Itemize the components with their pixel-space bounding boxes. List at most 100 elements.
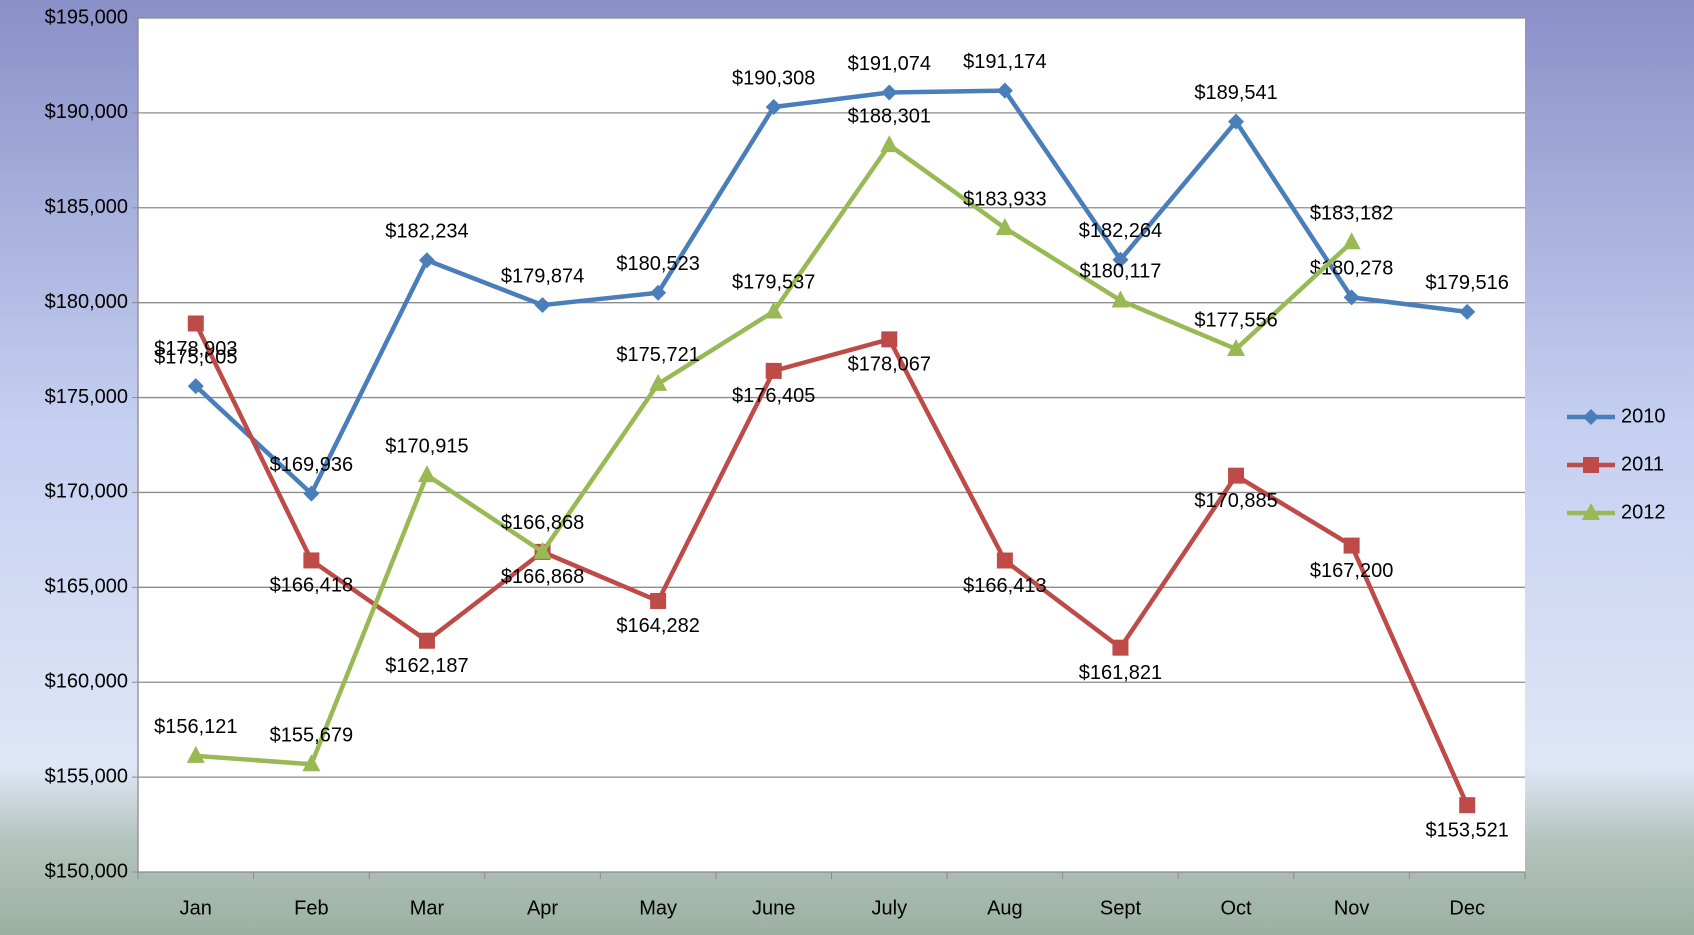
marker	[880, 135, 899, 153]
data-label: $161,821	[1079, 662, 1162, 684]
data-label: $166,868	[501, 512, 584, 534]
y-tick-label: $175,000	[45, 386, 128, 408]
data-label: $162,187	[385, 655, 468, 677]
marker	[765, 362, 782, 379]
marker	[302, 754, 321, 772]
y-tick-label: $195,000	[45, 6, 128, 28]
marker	[650, 592, 667, 609]
x-tick-label: Aug	[987, 897, 1023, 919]
x-tick-label: Feb	[294, 897, 328, 919]
marker	[1459, 303, 1476, 320]
data-label: $191,074	[848, 53, 931, 75]
data-label: $169,936	[270, 454, 353, 476]
data-label: $183,933	[963, 188, 1046, 210]
marker	[1583, 409, 1599, 425]
data-label: $178,903	[154, 338, 237, 360]
legend-label: 2011	[1621, 453, 1664, 475]
marker	[996, 82, 1013, 99]
x-tick-label: Jan	[180, 897, 212, 919]
x-tick-label: Dec	[1449, 897, 1485, 919]
x-tick-label: June	[752, 897, 795, 919]
y-tick-label: $190,000	[45, 101, 128, 123]
data-label: $178,067	[848, 354, 931, 376]
marker	[881, 84, 898, 101]
marker	[881, 331, 898, 348]
data-label: $179,537	[732, 272, 815, 294]
marker	[1112, 639, 1129, 656]
marker	[1228, 467, 1245, 484]
data-label: $179,516	[1425, 272, 1508, 294]
series-line	[194, 88, 1468, 496]
marker	[418, 252, 435, 269]
data-label: $170,885	[1194, 490, 1277, 512]
data-label: $164,282	[616, 615, 699, 637]
legend-label: 2012	[1621, 501, 1666, 523]
series-line	[193, 322, 1470, 807]
plot-area	[138, 18, 1525, 872]
data-label: $170,915	[385, 435, 468, 457]
marker	[417, 465, 436, 483]
y-tick-label: $185,000	[45, 196, 128, 218]
marker	[1582, 503, 1600, 520]
legend-label: 2010	[1621, 405, 1666, 427]
y-tick-label: $180,000	[45, 291, 128, 313]
data-label: $177,556	[1194, 309, 1277, 331]
x-tick-label: July	[872, 897, 908, 919]
data-label: $175,721	[616, 344, 699, 366]
marker	[1343, 289, 1360, 306]
x-tick-label: May	[639, 897, 677, 919]
data-label: $166,868	[501, 566, 584, 588]
data-label: $167,200	[1310, 560, 1393, 582]
data-label: $166,418	[270, 575, 353, 597]
data-label: $188,301	[848, 105, 931, 127]
x-tick-label: Sept	[1100, 897, 1142, 919]
marker	[649, 373, 668, 391]
data-label: $153,521	[1425, 819, 1508, 841]
marker	[1343, 537, 1360, 554]
x-tick-label: Mar	[410, 897, 445, 919]
marker	[303, 485, 320, 502]
y-tick-label: $165,000	[45, 576, 128, 598]
marker	[996, 552, 1013, 569]
y-tick-label: $150,000	[45, 860, 128, 882]
marker	[1583, 457, 1599, 473]
marker	[1228, 113, 1245, 130]
data-label: $182,264	[1079, 220, 1162, 242]
marker	[418, 632, 435, 649]
marker	[186, 745, 205, 763]
data-label: $179,874	[501, 265, 584, 287]
marker	[187, 315, 204, 332]
marker	[1227, 339, 1246, 357]
marker	[534, 297, 551, 314]
data-label: $176,405	[732, 385, 815, 407]
marker	[1111, 290, 1130, 308]
marker	[1342, 232, 1361, 250]
marker	[1459, 797, 1476, 814]
data-label: $191,174	[963, 51, 1046, 73]
marker	[1112, 251, 1129, 268]
data-label: $182,234	[385, 221, 468, 243]
data-label: $180,523	[616, 253, 699, 275]
marker	[187, 378, 204, 395]
data-label: $189,541	[1194, 82, 1277, 104]
y-tick-label: $160,000	[45, 671, 128, 693]
marker	[995, 218, 1014, 236]
data-label: $155,679	[270, 725, 353, 747]
marker	[303, 552, 320, 569]
data-label: $156,121	[154, 716, 237, 738]
y-tick-label: $170,000	[45, 481, 128, 503]
x-tick-label: Oct	[1220, 897, 1252, 919]
data-label: $183,182	[1310, 203, 1393, 225]
data-label: $180,117	[1079, 261, 1161, 283]
y-tick-label: $155,000	[45, 765, 128, 787]
marker	[650, 284, 667, 301]
data-label: $190,308	[732, 67, 815, 89]
marker	[765, 99, 782, 116]
marker	[533, 541, 552, 559]
data-label: $166,413	[963, 575, 1046, 597]
marker	[764, 301, 783, 319]
x-tick-label: Apr	[527, 897, 558, 919]
x-tick-label: Nov	[1334, 897, 1370, 919]
